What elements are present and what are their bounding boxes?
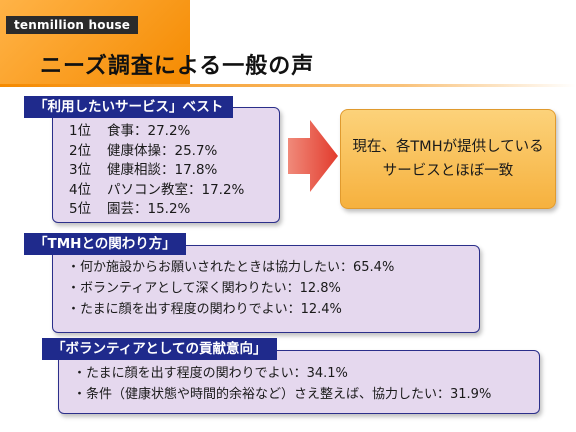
ranking-item: 1位 食事：27.2% <box>69 122 244 142</box>
volunteer-list: ・たまに顔を出す程度の関わりでよい：34.1% ・条件（健康状態や時間的余裕など… <box>73 363 491 405</box>
ranking-rank: 4位 <box>69 181 92 198</box>
volunteer-section-header: 「ボランティアとしての貢献意向」 <box>42 338 277 360</box>
services-panel: 1位 食事：27.2% 2位 健康体操：25.7% 3位 健康相談：17.8% 4位パ… <box>52 107 280 223</box>
list-item: ・たまに顔を出す程度の関わりでよい：12.4% <box>67 302 342 317</box>
list-item: ・何か施設からお願いされたときは協力したい：65.4% <box>67 260 395 275</box>
list-item: ・ボランティアとして深く関わりたい：12.8% <box>67 281 341 296</box>
list-item: ・条件（健康状態や時間的余裕など）さえ整えば、協力したい：31.9% <box>73 387 492 402</box>
ranking-label: パソコン教室：17.2% <box>107 181 245 198</box>
orange-corner-block <box>0 0 190 86</box>
ranking-rank: 5位 <box>69 201 92 217</box>
services-ranking-list: 1位 食事：27.2% 2位 健康体操：25.7% 3位 健康相談：17.8% 4位パ… <box>69 122 244 220</box>
right-arrow-icon <box>288 120 338 192</box>
result-summary-box: 現在、各TMHが提供している サービスとほぼ一致 <box>340 109 556 209</box>
ranking-item: 4位 パソコン教室：17.2% <box>69 181 244 201</box>
volunteer-panel: ・たまに顔を出す程度の関わりでよい：34.1% ・条件（健康状態や時間的余裕など… <box>58 350 540 414</box>
ranking-item: 5位 園芸：15.2% <box>69 200 244 220</box>
ranking-item: 3位 健康相談：17.8% <box>69 161 244 181</box>
result-line: サービスとほぼ一致 <box>382 163 514 179</box>
relation-panel: ・何か施設からお願いされたときは協力したい：65.4% ・ボランティアとして深く… <box>52 245 480 333</box>
ranking-rank: 3位 <box>69 162 92 178</box>
title-underline <box>0 84 576 87</box>
ranking-label: 健康体操：25.7% <box>107 142 218 159</box>
relation-list: ・何か施設からお願いされたときは協力したい：65.4% ・ボランティアとして深く… <box>67 257 394 320</box>
ranking-label: 園芸：15.2% <box>107 201 191 217</box>
services-section-header: 「利用したいサービス」ベスト <box>24 96 234 118</box>
list-item: ・たまに顔を出す程度の関わりでよい：34.1% <box>73 366 348 381</box>
ranking-item: 2位 健康体操：25.7% <box>69 142 244 162</box>
relation-section-header: 「TMHとの関わり方」 <box>24 233 186 255</box>
page-title: ニーズ調査による一般の声 <box>40 54 315 79</box>
result-line: 現在、各TMHが提供している <box>352 139 544 155</box>
ranking-label: 食事：27.2% <box>107 123 191 139</box>
ranking-label: 健康相談：17.8% <box>107 162 218 178</box>
brand-label: tenmillion house <box>6 16 139 34</box>
ranking-rank: 1位 <box>69 123 92 139</box>
ranking-rank: 2位 <box>69 142 92 159</box>
